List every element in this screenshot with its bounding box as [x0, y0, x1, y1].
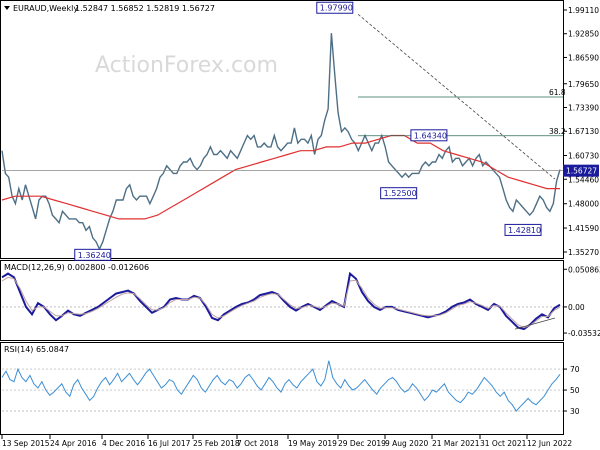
last-price-label: 1.56727: [566, 167, 597, 176]
macd-signal-line: [1, 276, 561, 329]
macd-panel-frame: [0, 260, 564, 341]
x-tick-label: 19 May 2019: [288, 439, 337, 448]
x-tick-label: 13 Sep 2015: [2, 439, 50, 448]
y-tick-label: 1.86590: [568, 53, 599, 62]
swing-label-text: 1.52500: [384, 189, 417, 198]
swing-label-box: [74, 248, 112, 261]
swing-label-text: 1.42810: [508, 226, 541, 235]
macd-y-tick-label: 0.050863: [568, 265, 600, 274]
y-tick-label: 1.60730: [568, 151, 599, 160]
macd-y-tick-label: -0.035322: [568, 329, 600, 338]
fib-38-2-label: 38.2: [549, 127, 566, 136]
macd-title: MACD(12,26,9) 0.002800 -0.012606: [4, 263, 149, 272]
macd-plot: 0.050863 0.00 -0.035322: [1, 265, 600, 338]
swing-label-box: [504, 223, 542, 236]
price-series-line: [1, 33, 561, 251]
y-tick-label: 1.92850: [568, 30, 599, 39]
y-tick-label: 1.48000: [568, 200, 599, 209]
x-tick-label: 4 Dec 2016: [102, 439, 145, 448]
x-tick-label: 31 Oct 2021: [480, 439, 527, 448]
rsi-line: [1, 360, 561, 412]
swing-label-box: [316, 1, 354, 14]
x-tick-label: 12 Jun 2022: [527, 439, 572, 448]
x-tick-label: 21 Mar 2021: [432, 439, 480, 448]
y-tick-label: 1.41590: [568, 224, 599, 233]
macd-y-tick-label: 0.00: [568, 303, 585, 312]
watermark: ActionForex.com: [95, 53, 278, 78]
macd-trendline: [514, 317, 556, 330]
x-tick-label: 29 Dec 2019: [338, 439, 386, 448]
rsi-panel-frame: [0, 342, 564, 435]
swing-label-box: [380, 187, 418, 200]
price-axis: 1.99110 1.92850 1.86590 1.79650 1.73390 1.671…: [563, 6, 599, 257]
dropdown-arrow-icon[interactable]: [4, 6, 10, 10]
rsi-y-tick-label: 30: [570, 407, 580, 416]
moving-average-line: [1, 134, 560, 220]
downtrend-line: [357, 13, 556, 180]
y-tick-label: 1.67130: [568, 127, 599, 136]
price-plot: 61.8 38.2 1.97990 1.36240 1.52500 1.64340 1.42…: [1, 1, 566, 261]
ohlc-label: 1.52847 1.56852 1.52819 1.56727: [75, 4, 215, 13]
x-tick-label: 9 Aug 2020: [385, 439, 428, 448]
x-tick-label: 16 Jul 2017: [148, 439, 191, 448]
macd-line: [1, 271, 561, 331]
y-tick-label: 1.73390: [568, 103, 599, 112]
swing-label-text: 1.97990: [320, 4, 353, 13]
y-tick-label: 1.35270: [568, 248, 599, 257]
last-price-badge: [563, 164, 599, 177]
swing-label-box: [410, 129, 448, 142]
rsi-title: RSI(14) 65.0847: [4, 345, 69, 354]
x-tick-label: 24 Apr 2016: [50, 439, 97, 448]
swing-label-text: 1.64340: [414, 131, 447, 140]
y-tick-label: 1.79650: [568, 80, 599, 89]
y-tick-label: 1.54460: [568, 175, 599, 184]
y-tick-label: 1.99110: [568, 6, 599, 15]
price-panel-frame: [0, 0, 564, 259]
fib-61-8-label: 61.8: [549, 88, 566, 97]
rsi-y-tick-label: 70: [570, 365, 580, 374]
symbol-label: EURAUD,Weekly: [13, 4, 78, 13]
x-tick-label: 7 Oct 2018: [237, 439, 279, 448]
rsi-plot: 70 50 30: [1, 360, 580, 416]
time-axis: 13 Sep 2015 24 Apr 2016 4 Dec 2016 16 Jul 2…: [1, 435, 572, 448]
x-tick-label: 25 Feb 2018: [193, 439, 240, 448]
swing-label-text: 1.36240: [78, 251, 111, 260]
rsi-y-tick-label: 50: [570, 386, 580, 395]
